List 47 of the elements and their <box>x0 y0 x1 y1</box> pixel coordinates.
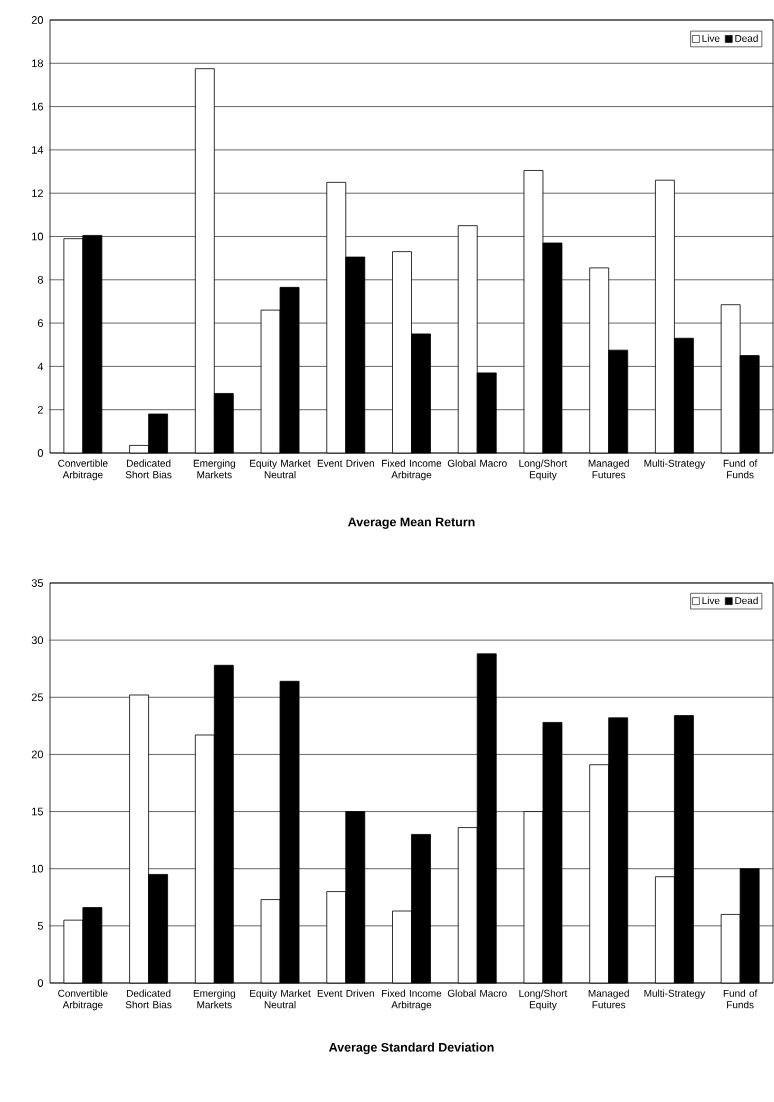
y-tick-label: 12 <box>32 189 43 198</box>
x-tick-label: Fund of Funds <box>723 989 758 1009</box>
y-tick-label: 5 <box>37 922 44 930</box>
x-tick-label: Managed Futures <box>588 989 629 1009</box>
y-tick-label: 10 <box>32 864 44 873</box>
x-tick-label: Fund of Funds <box>723 459 758 479</box>
legend-label: Live <box>702 34 720 42</box>
y-tick-label: 18 <box>32 59 43 68</box>
text: Average Mean Return <box>348 517 475 529</box>
y-tick-label: 35 <box>31 579 44 587</box>
y-tick-label: 6 <box>37 319 43 327</box>
x-tick-label: Emerging Markets <box>193 989 235 1009</box>
y-tick-label: 2 <box>37 405 43 414</box>
x-tick-label: Multi-Strategy <box>644 459 706 469</box>
x-tick-label: Convertible Arbitrage <box>58 989 108 1011</box>
text: Average Standard Deviation <box>329 1042 494 1055</box>
y-tick-label: 10 <box>32 232 44 241</box>
y-tick-label: 30 <box>31 636 44 645</box>
y-tick-label: 0 <box>37 979 44 987</box>
x-tick-label: Convertible Arbitrage <box>58 459 108 481</box>
y-tick-label: 8 <box>37 275 43 284</box>
y-tick-label: 20 <box>31 16 44 24</box>
x-tick-label: Fixed Income Arbitrage <box>382 989 442 1011</box>
x-tick-label: Dedicated Short Bias <box>125 459 172 479</box>
x-tick-label: Long/Short Equity <box>519 459 568 481</box>
x-tick-label: Dedicated Short Bias <box>125 989 172 1009</box>
y-tick-label: 25 <box>31 693 44 702</box>
x-tick-label: Global Macro <box>447 989 507 997</box>
x-tick-label: Equity Market Neutral <box>250 989 311 1009</box>
x-tick-label: Global Macro <box>447 459 507 467</box>
y-tick-label: 15 <box>32 807 44 816</box>
x-tick-label: Event Driven <box>317 989 374 997</box>
x-tick-label: Event Driven <box>317 459 374 467</box>
x-tick-label: Fixed Income Arbitrage <box>382 459 442 481</box>
y-tick-label: 0 <box>37 449 44 457</box>
y-tick-label: 14 <box>32 146 44 154</box>
x-tick-label: Long/Short Equity <box>519 989 568 1011</box>
y-tick-label: 4 <box>37 362 44 371</box>
x-tick-label: Multi-Strategy <box>644 989 706 999</box>
legend-label: Dead <box>735 596 758 605</box>
x-tick-label: Managed Futures <box>588 459 629 479</box>
y-tick-label: 16 <box>32 102 43 111</box>
legend-label: Live <box>702 596 720 605</box>
x-tick-label: Emerging Markets <box>193 459 235 479</box>
y-tick-label: 20 <box>31 750 44 759</box>
x-tick-label: Equity Market Neutral <box>250 459 311 479</box>
legend-label: Dead <box>735 34 758 42</box>
